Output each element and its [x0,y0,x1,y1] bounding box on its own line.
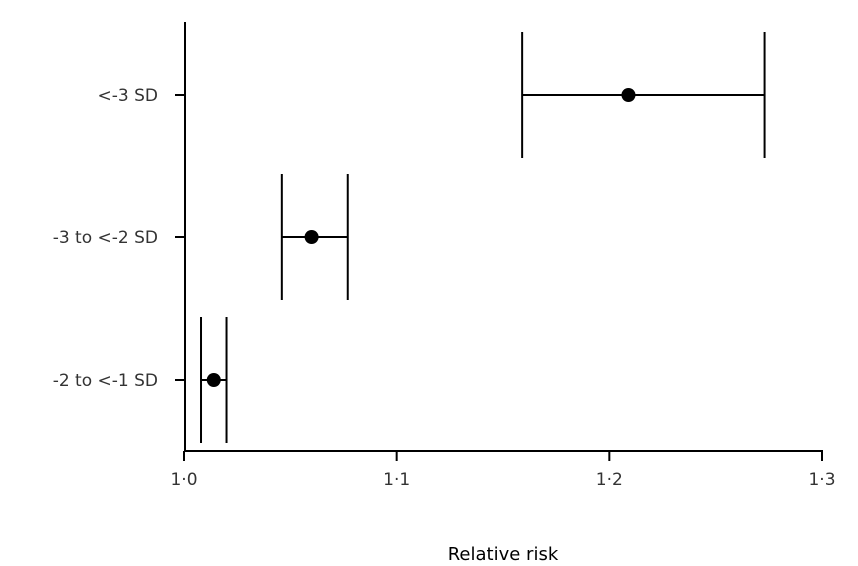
x-ticks: 1·0 1·1 1·2 1·3 [170,451,836,490]
error-bar-group [521,32,766,158]
x-tick-label: 1·3 [808,470,835,490]
error-bar-group [280,174,349,300]
y-ticks: <-3 SD -3 to <-2 SD -2 to <-1 SD [53,86,185,391]
category-label: -3 to <-2 SD [53,228,158,248]
point-estimate [304,230,319,244]
point-estimate [206,373,221,387]
error-bars [200,32,766,443]
x-tick-label: 1·0 [170,470,197,490]
x-tick-label: 1·2 [596,470,623,490]
category-label: <-3 SD [98,86,158,106]
category-label: -2 to <-1 SD [53,371,158,391]
point-estimate [621,88,636,102]
error-bar-group [200,317,228,443]
x-tick-label: 1·1 [383,470,410,490]
x-axis-title: Relative risk [448,544,559,565]
